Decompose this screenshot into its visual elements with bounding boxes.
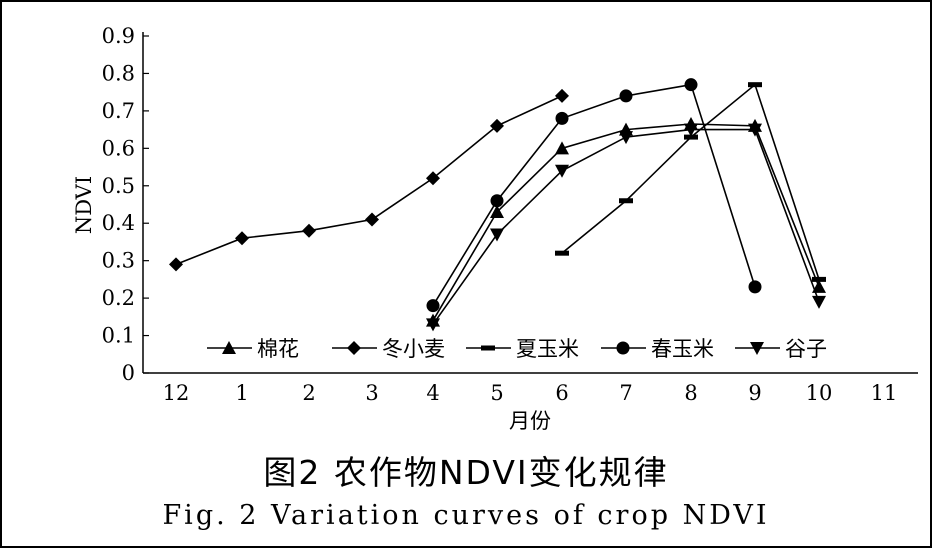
legend-marker (616, 341, 630, 355)
data-point (684, 123, 698, 137)
y-tick-label: 0.4 (102, 211, 135, 235)
x-axis-title: 月份 (509, 409, 551, 433)
legend-marker (347, 341, 361, 355)
data-point (490, 204, 504, 218)
data-point (490, 194, 504, 208)
legend-marker (222, 341, 236, 354)
x-tick-label: 2 (302, 381, 315, 405)
data-point (555, 164, 569, 178)
data-point (748, 82, 762, 88)
x-tick-label: 5 (490, 381, 503, 405)
data-point (684, 78, 698, 92)
data-point (555, 141, 569, 155)
legend-label: 冬小麦 (382, 337, 445, 361)
data-point (812, 279, 826, 293)
legend-item: 冬小麦 (332, 337, 445, 361)
x-tick-label: 1 (235, 381, 248, 405)
x-tick-label: 9 (748, 381, 761, 405)
y-tick-label: 0 (122, 361, 135, 385)
legend-label: 棉花 (257, 337, 299, 361)
data-point (555, 111, 569, 125)
x-tick-label: 3 (365, 381, 378, 405)
data-point (302, 223, 316, 238)
legend-item: 谷子 (735, 337, 827, 361)
legend-label: 春玉米 (651, 337, 714, 361)
y-tick-label: 0.2 (102, 286, 135, 310)
figure-caption-en: Fig. 2 Variation curves of crop NDVI (162, 500, 770, 531)
data-point (426, 299, 440, 313)
x-tick-label: 10 (806, 381, 833, 405)
data-point (426, 171, 440, 186)
x-tick-label: 8 (684, 381, 697, 405)
y-axis-title: NDVI (72, 176, 96, 234)
figure-caption-cn: 图2 农作物NDVI变化规律 (263, 453, 669, 492)
y-tick-label: 0.9 (102, 24, 135, 48)
data-point (684, 134, 698, 140)
data-point (235, 231, 249, 246)
series-2 (169, 88, 569, 272)
data-point (555, 88, 569, 103)
x-tick-label: 12 (163, 381, 190, 405)
series-line (432, 123, 820, 321)
x-tick-label: 11 (871, 381, 898, 405)
legend-label: 夏玉米 (516, 337, 579, 361)
series-5 (426, 123, 826, 332)
data-point (812, 276, 826, 282)
data-point (169, 257, 183, 272)
data-point (748, 123, 762, 137)
series-4 (426, 78, 762, 313)
data-point (555, 250, 569, 256)
data-point (812, 295, 826, 309)
x-tick-label: 4 (426, 381, 439, 405)
series-line (561, 83, 820, 280)
y-tick-label: 0.1 (102, 324, 135, 348)
y-tick-label: 0.5 (102, 174, 135, 198)
data-point (426, 318, 440, 332)
data-point (619, 198, 633, 204)
series-3 (555, 82, 826, 282)
series-1 (426, 116, 826, 327)
legend-marker (481, 345, 495, 351)
series-line (432, 83, 756, 307)
y-tick-label: 0.3 (102, 249, 135, 273)
y-tick-label: 0.8 (102, 61, 135, 85)
data-point (490, 228, 504, 242)
data-point (490, 118, 504, 133)
data-point (619, 131, 633, 145)
y-tick-label: 0.6 (102, 136, 135, 160)
data-point (748, 280, 762, 294)
legend: 棉花 冬小麦 夏玉米 春玉米 谷子 (207, 337, 827, 361)
y-tick-label: 0.7 (102, 99, 135, 123)
legend-marker (750, 342, 764, 355)
legend-item: 棉花 (207, 337, 299, 361)
legend-label: 谷子 (785, 337, 827, 361)
series-line (432, 128, 820, 325)
series-line (175, 95, 563, 266)
data-point (619, 89, 633, 103)
data-point (365, 212, 379, 227)
legend-item: 夏玉米 (466, 337, 579, 361)
x-tick-label: 6 (555, 381, 568, 405)
x-tick-label: 7 (619, 381, 632, 405)
legend-item: 春玉米 (601, 337, 714, 361)
